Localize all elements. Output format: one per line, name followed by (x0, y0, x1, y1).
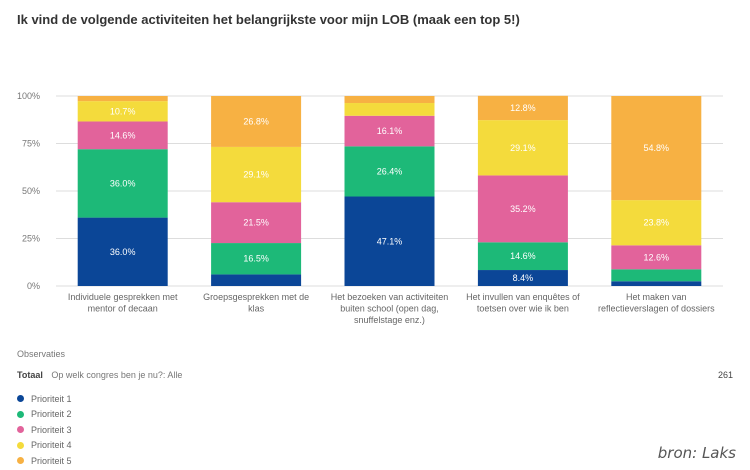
data-label: 8.4% (513, 273, 534, 283)
data-label: 14.6% (510, 251, 536, 261)
x-tick-label: toetsen over wie ik ben (477, 304, 569, 314)
x-tick-label: reflectieverslagen of dossiers (598, 304, 715, 314)
bar-segment-prioriteit-5 (344, 96, 435, 104)
y-tick-label: 0% (27, 281, 40, 291)
x-tick-label: Het bezoeken van activiteiten (331, 292, 449, 302)
total-row: Totaal Op welk congres ben je nu?: Alle … (17, 370, 733, 380)
bar-segment-prioriteit-3 (477, 175, 568, 243)
bar-segment-prioriteit-2 (344, 146, 435, 197)
bar-segment-prioriteit-3 (344, 115, 435, 147)
data-label: 35.2% (510, 204, 536, 214)
chart-title: Ik vind de volgende activiteiten het bel… (17, 12, 520, 27)
bar-segment-prioriteit-3 (611, 245, 702, 270)
legend-dot-icon (17, 457, 24, 465)
bar-segment-prioriteit-1 (344, 196, 435, 286)
legend-label: Prioriteit 4 (31, 440, 72, 451)
bar-segment-prioriteit-1 (77, 217, 168, 286)
data-label: 29.1% (243, 170, 269, 180)
data-label: 14.6% (110, 130, 136, 140)
legend-item[interactable]: Prioriteit 1 (17, 391, 72, 407)
legend-dot-icon (17, 441, 24, 449)
bar-segment-prioriteit-4 (77, 101, 168, 122)
y-tick-label: 25% (22, 234, 40, 244)
data-label: 10.7% (110, 106, 136, 116)
bar-segment-prioriteit-5 (77, 96, 168, 102)
data-label: 21.5% (243, 218, 269, 228)
total-label: Totaal (17, 370, 43, 380)
legend: Prioriteit 1 Prioriteit 2 Prioriteit 3 Prio… (17, 391, 72, 469)
legend-label: Prioriteit 3 (31, 424, 72, 435)
bar-segment-prioriteit-5 (477, 95, 568, 121)
total-filter: Op welk congres ben je nu?: Alle (51, 370, 183, 380)
data-label: 16.5% (243, 254, 269, 264)
stacked-bar-chart: 0% 25% 50% 75% 100% 36.0% 36.0% 14.6% 10.7% Indiv… (17, 91, 723, 325)
bar-segment-prioriteit-2 (211, 243, 302, 275)
legend-item[interactable]: Prioriteit 5 (17, 453, 72, 469)
bar-segment-prioriteit-4 (344, 103, 435, 116)
bar-segment-prioriteit-1 (477, 270, 568, 286)
data-label: 23.8% (644, 218, 670, 228)
data-label: 12.8% (510, 103, 536, 113)
y-tick-label: 50% (22, 186, 40, 196)
total-count: 261 (717, 370, 733, 380)
x-tick-label: Groepsgesprekken met de (203, 292, 309, 302)
data-label: 47.1% (377, 236, 403, 246)
bar-segment-prioriteit-3 (211, 202, 302, 244)
legend-label: Prioriteit 5 (31, 455, 72, 466)
data-label: 29.1% (510, 143, 536, 153)
y-tick-label: 100% (17, 91, 40, 101)
bar-segment-prioriteit-5 (611, 96, 702, 201)
observations-label: Observaties (17, 349, 66, 359)
source-credit: bron: Laks (657, 444, 736, 462)
bar-segment-prioriteit-2 (477, 242, 568, 271)
x-tick-label: klas (248, 304, 265, 314)
bar-segment-prioriteit-2 (77, 149, 168, 218)
x-tick-label: mentor of decaan (88, 304, 158, 314)
data-label: 16.1% (377, 126, 403, 136)
bar-segment-prioriteit-1 (611, 281, 702, 286)
x-tick-label: Individuele gesprekken met (68, 292, 178, 302)
bar-segment-prioriteit-5 (211, 96, 302, 147)
y-tick-label: 75% (22, 139, 40, 149)
x-tick-label: buiten school (open dag, (340, 304, 439, 314)
data-label: 26.4% (377, 166, 403, 176)
x-tick-label: Het maken van (626, 292, 687, 302)
legend-item[interactable]: Prioriteit 4 (17, 438, 72, 454)
data-label: 36.0% (110, 178, 136, 188)
bar-segment-prioriteit-4 (611, 200, 702, 246)
data-label: 26.8% (243, 116, 269, 126)
legend-label: Prioriteit 2 (31, 409, 72, 420)
data-label: 36.0% (110, 247, 136, 257)
x-tick-label: Het invullen van enquêtes of (466, 292, 580, 302)
legend-item[interactable]: Prioriteit 3 (17, 422, 72, 438)
legend-dot-icon (17, 410, 24, 418)
legend-item[interactable]: Prioriteit 2 (17, 407, 72, 423)
legend-label: Prioriteit 1 (31, 393, 72, 404)
bar-segment-prioriteit-4 (211, 146, 302, 203)
bar-segment-prioriteit-2 (611, 269, 702, 282)
x-tick-label: snuffelstage enz.) (354, 315, 425, 325)
data-label: 54.8% (644, 143, 670, 153)
legend-dot-icon (17, 426, 24, 434)
data-label: 12.6% (644, 252, 670, 262)
legend-dot-icon (17, 395, 24, 403)
bar-segment-prioriteit-3 (77, 121, 168, 150)
bar-segment-prioriteit-1 (211, 274, 302, 286)
bar-segment-prioriteit-4 (477, 120, 568, 176)
